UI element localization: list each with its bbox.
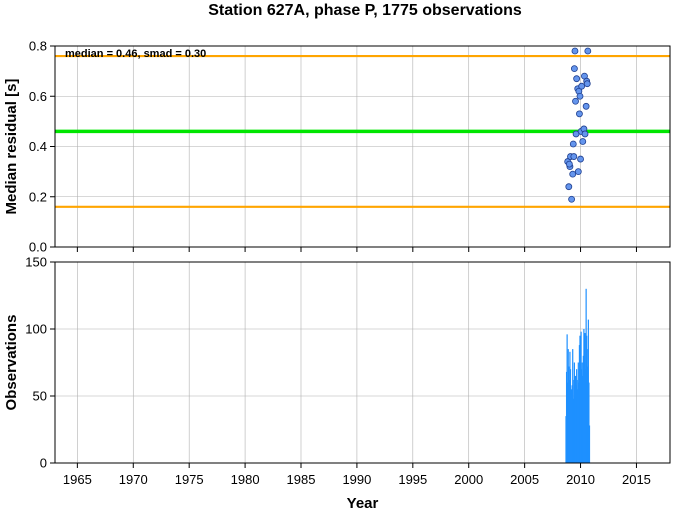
residual-point <box>577 155 584 163</box>
observations-panel: 0 50 100 150 1965 1970 1975 1980 1985 1990 1995 20… <box>3 255 671 487</box>
residual-point <box>579 138 587 145</box>
x-tick-label: 2005 <box>510 472 539 487</box>
y-tick-label: 0.0 <box>29 240 47 255</box>
residual-point <box>569 170 577 178</box>
residual-point <box>565 160 573 168</box>
residual-point <box>568 195 575 203</box>
residual-point <box>584 47 592 55</box>
residual-point <box>572 97 579 105</box>
residual-point <box>578 82 586 90</box>
y-tick-label: 0.4 <box>29 139 47 154</box>
y-tick-label: 0 <box>40 456 47 471</box>
residual-point <box>573 75 581 83</box>
residual-point <box>576 110 583 118</box>
residual-point <box>565 183 573 191</box>
residual-panel: 0.0 0.2 0.4 0.6 0.8 median = 0.46, smad = 0.… <box>3 39 671 255</box>
x-tick-label: 2015 <box>622 472 651 487</box>
y-tick-label: 50 <box>33 389 47 404</box>
residual-point <box>576 92 584 100</box>
y-tick-label: 0.6 <box>29 89 47 104</box>
residual-point <box>570 65 578 73</box>
observation-bar <box>588 382 590 463</box>
x-tick-label: 2000 <box>454 472 483 487</box>
observations-bars <box>565 288 591 463</box>
x-tick-label: 1970 <box>119 472 148 487</box>
x-tick-label: 2010 <box>566 472 595 487</box>
residual-point <box>570 153 578 160</box>
residual-point <box>581 130 589 138</box>
y-tick-label: 0.8 <box>29 39 47 54</box>
chart-title: Station 627A, phase P, 1775 observations <box>208 2 522 19</box>
x-tick-label: 1995 <box>398 472 427 487</box>
residual-points <box>564 47 592 203</box>
residual-annotation: median = 0.46, smad = 0.30 <box>65 48 206 60</box>
y-tick-label: 150 <box>25 255 47 270</box>
residual-y-axis-title: Median residual [s] <box>3 79 20 215</box>
x-tick-label: 1980 <box>231 472 260 487</box>
residual-point <box>571 47 579 55</box>
observations-y-ticks: 0 50 100 150 <box>25 255 55 471</box>
y-tick-label: 100 <box>25 322 47 337</box>
residual-point <box>582 102 590 110</box>
x-tick-label: 1985 <box>287 472 316 487</box>
x-tick-label: 1975 <box>175 472 204 487</box>
observations-axes-frame <box>54 261 671 464</box>
residual-reference-lines <box>55 54 670 208</box>
observations-x-ticks: 1965 1970 1975 1980 1985 1990 1995 2000 2005 2010… <box>63 463 651 487</box>
x-tick-label: 1990 <box>342 472 371 487</box>
observation-bar <box>588 425 591 463</box>
residual-x-ticks <box>76 247 637 252</box>
y-tick-label: 0.2 <box>29 189 47 204</box>
residual-point <box>574 168 582 176</box>
observations-y-axis-title: Observations <box>3 315 20 411</box>
residual-y-ticks: 0.0 0.2 0.4 0.6 0.8 <box>29 39 55 255</box>
x-axis-title: Year <box>347 495 379 511</box>
residual-point <box>583 80 591 88</box>
x-tick-label: 1965 <box>63 472 92 487</box>
residual-point <box>569 140 577 148</box>
